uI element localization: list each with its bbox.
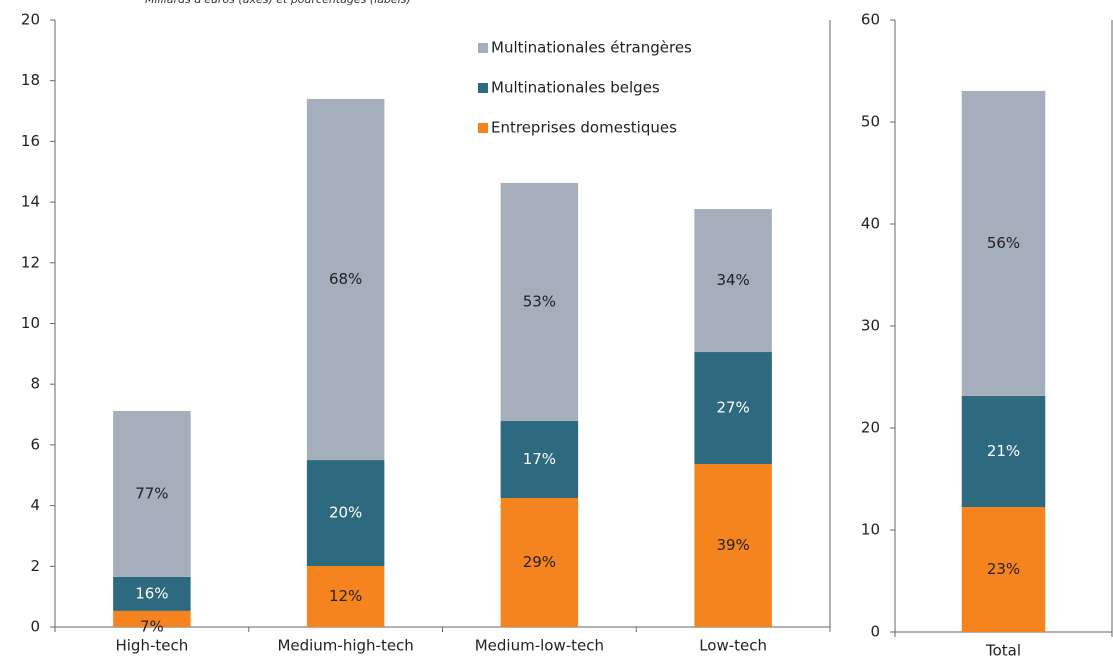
y-tick-label: 14 [21,193,40,211]
bar-segment [306,565,385,627]
y-tick-label: 20 [861,419,880,437]
bar-segment [694,352,772,465]
y-tick-label: 4 [30,496,40,514]
legend-label: Multinationales étrangères [491,39,692,57]
data-label: 53% [523,292,556,310]
y-tick-label: 10 [861,521,880,539]
data-label: 12% [329,587,362,605]
y-tick-label: 18 [21,71,40,89]
data-label: 39% [716,536,749,554]
data-label: 68% [329,270,362,288]
legend-swatch [478,123,488,133]
x-tick-label: Total [985,642,1021,660]
legend-label: Multinationales belges [491,79,660,97]
data-label: 27% [716,399,749,417]
data-label: 77% [135,484,168,502]
x-tick-label: Low-tech [699,637,767,655]
y-tick-label: 6 [30,435,40,453]
data-label: 21% [987,442,1020,460]
data-label: 29% [523,553,556,571]
data-label: 7% [140,617,164,635]
bar-segment [306,460,385,566]
y-tick-label: 2 [30,557,40,575]
y-tick-label: 30 [861,317,880,335]
bar-segment [961,507,1046,632]
x-tick-label: Medium-low-tech [475,637,604,655]
y-tick-label: 10 [21,314,40,332]
bar-segment [306,98,385,461]
y-tick-label: 40 [861,215,880,233]
y-tick-label: 60 [861,11,880,29]
x-tick-label: High-tech [115,637,188,655]
y-tick-label: 0 [870,623,880,641]
y-tick-label: 12 [21,253,40,271]
bar-segment [500,182,579,421]
data-label: 17% [523,450,556,468]
legend-swatch [478,83,488,93]
bar-segment [113,610,191,627]
data-label: 16% [135,584,168,602]
data-label: 23% [987,560,1020,578]
data-label: 56% [987,234,1020,252]
bar-segment [694,464,772,627]
legend-swatch [478,43,488,53]
bar-segment [113,576,191,611]
bar-segment [500,498,579,627]
bar-segment [500,420,579,499]
x-tick-label: Medium-high-tech [277,637,413,655]
bar-segment [961,90,1046,396]
bar-segment [694,209,772,353]
y-tick-label: 0 [30,618,40,636]
y-tick-label: 8 [30,375,40,393]
subtitle: Milliards d'euros (axes) et pourcentages… [145,0,411,6]
bar-segment [113,410,191,577]
data-label: 20% [329,504,362,522]
bar-segment [961,395,1046,508]
y-tick-label: 50 [861,113,880,131]
data-label: 34% [716,271,749,289]
y-tick-label: 16 [21,132,40,150]
legend-label: Entreprises domestiques [491,119,677,137]
y-tick-label: 20 [21,11,40,29]
